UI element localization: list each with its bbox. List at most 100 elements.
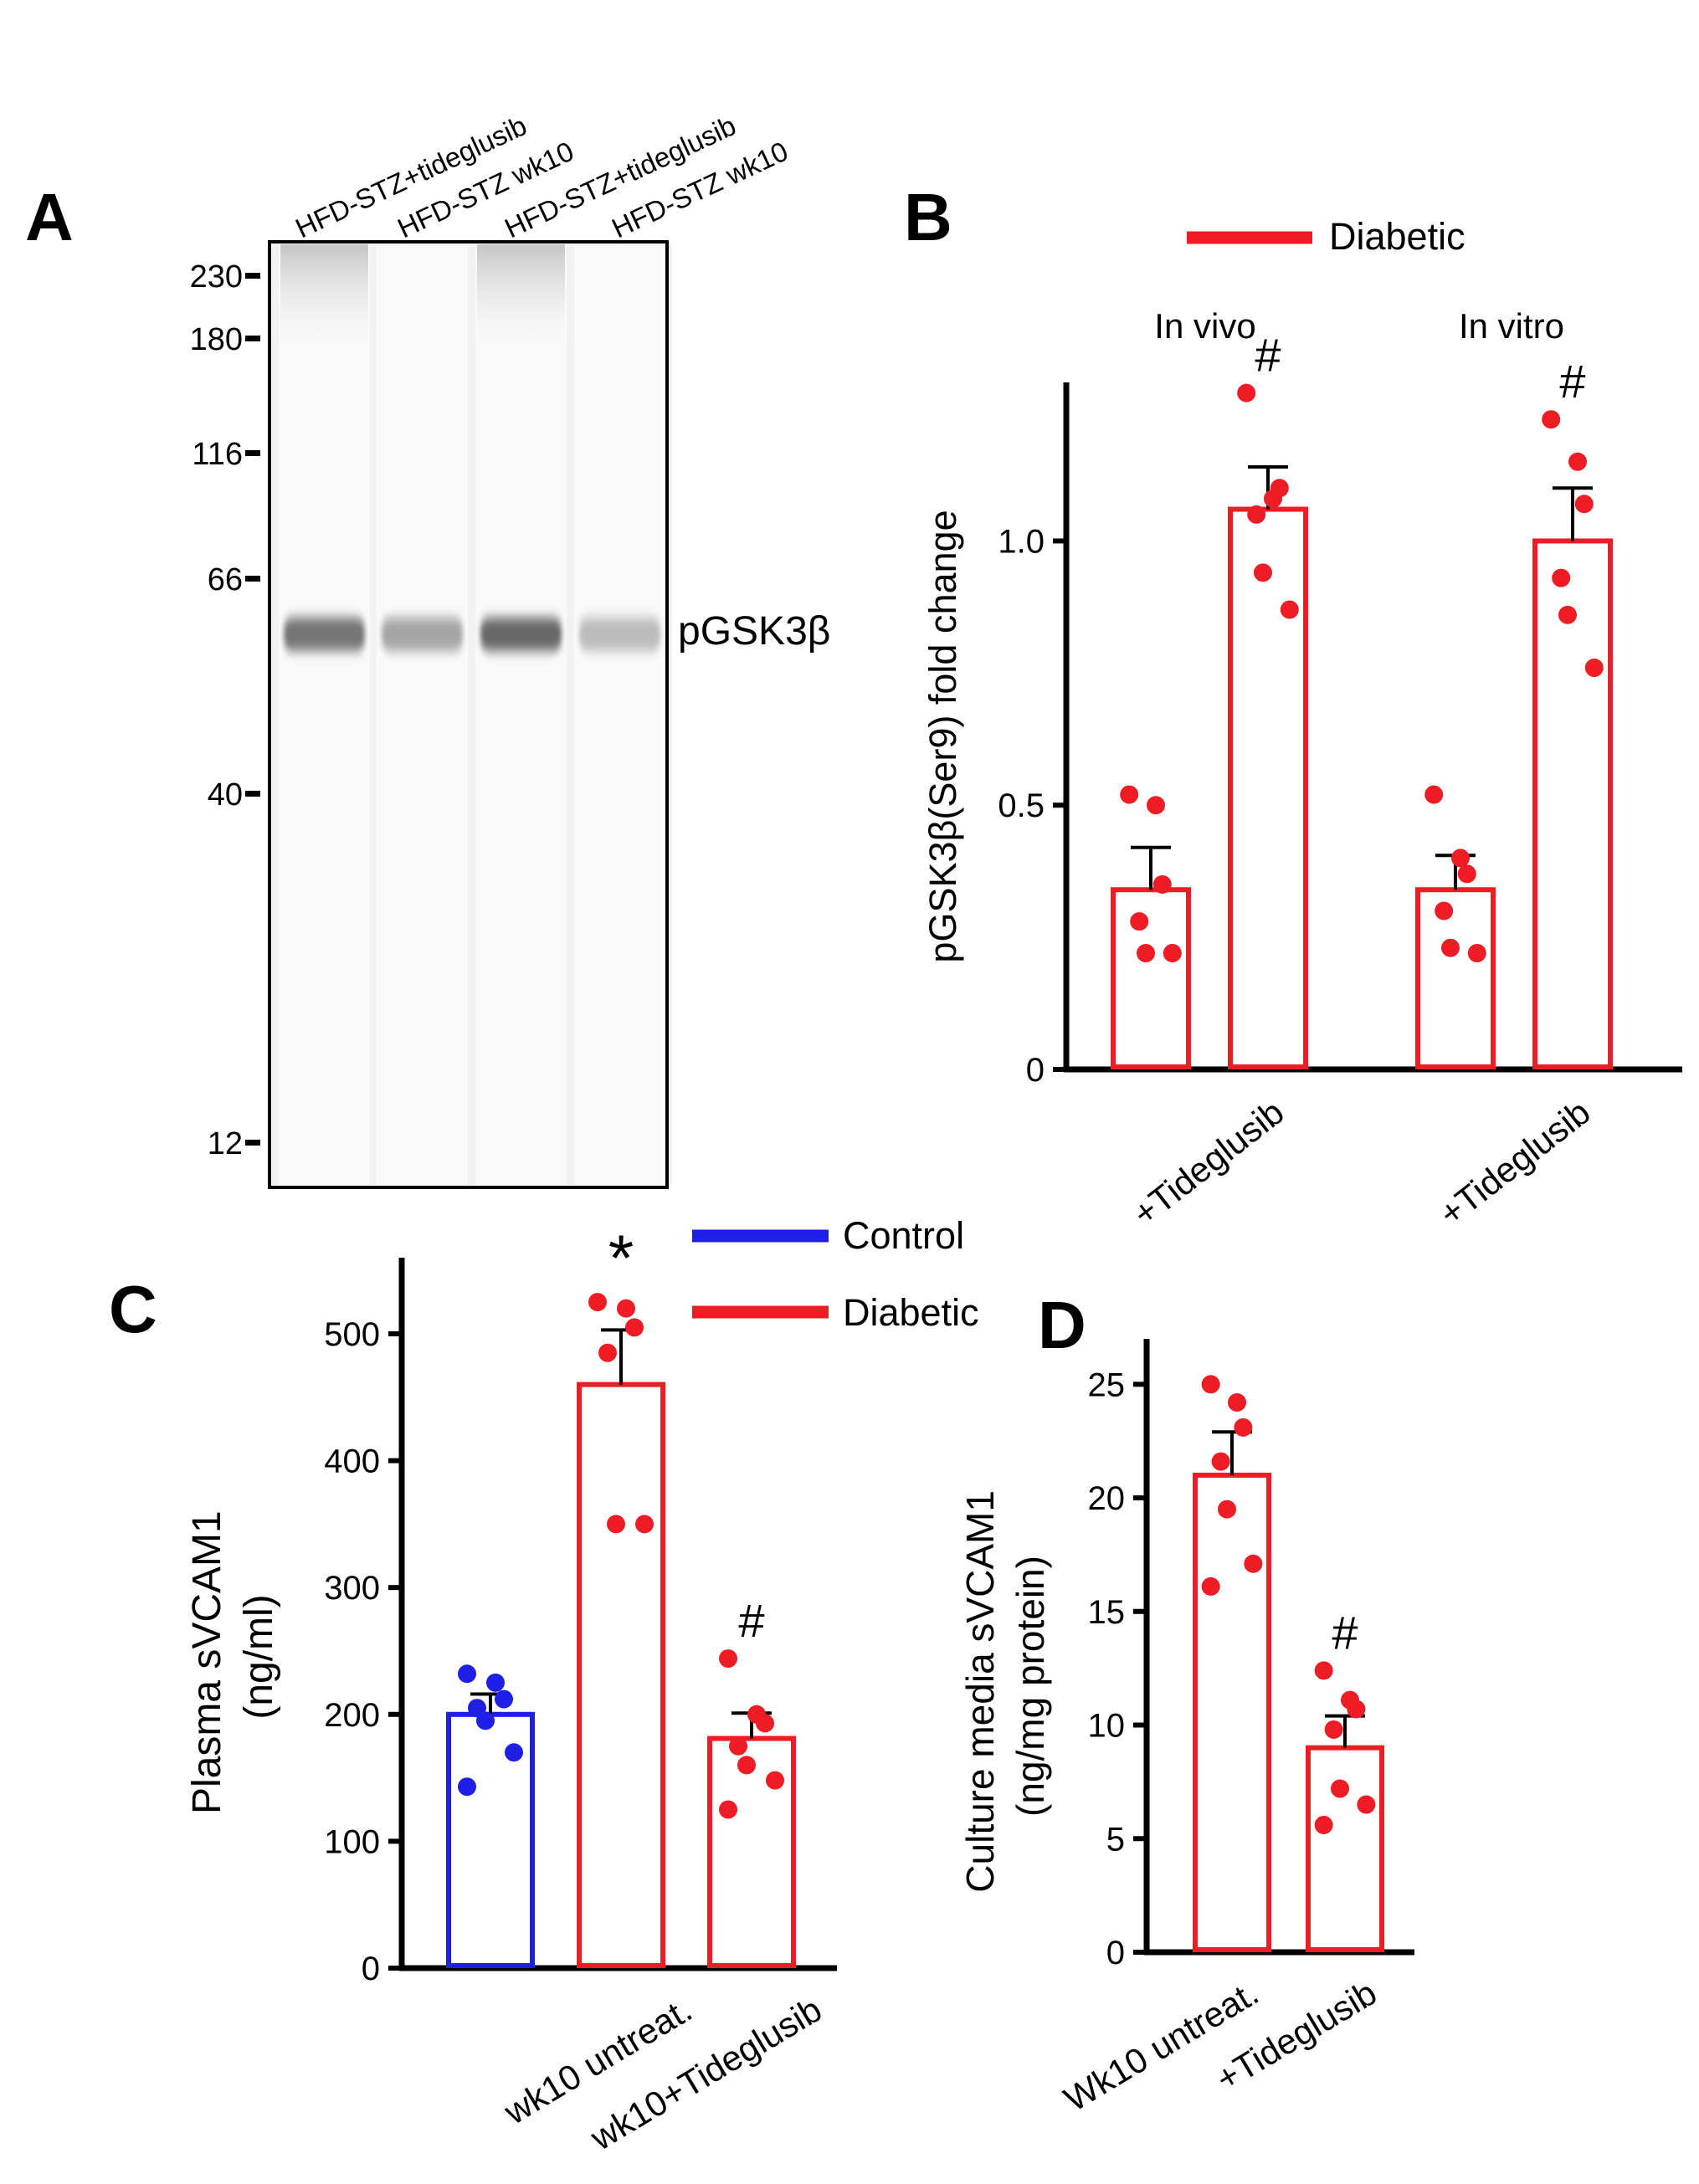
data-point — [495, 1689, 513, 1709]
chart-c-ylabel-line2: (ng/ml) — [237, 1594, 281, 1719]
panel-b-label: B — [904, 180, 952, 254]
data-point — [607, 1515, 625, 1534]
mw-marker-tick — [245, 791, 260, 797]
mw-marker-label: 116 — [192, 437, 243, 472]
data-point — [1331, 1779, 1349, 1798]
mw-marker-tick — [245, 1140, 260, 1146]
data-point — [458, 1777, 476, 1797]
data-point — [766, 1771, 784, 1790]
bar — [1228, 506, 1308, 1069]
y-tick-label: 400 — [324, 1443, 380, 1480]
panel-a-label: A — [25, 180, 74, 254]
mw-marker-tick — [245, 576, 260, 582]
mw-marker-tick — [245, 273, 260, 279]
data-point — [1314, 1815, 1333, 1834]
mw-marker-label: 40 — [208, 777, 243, 813]
mw-marker-tick — [245, 336, 260, 341]
data-point — [1270, 479, 1289, 498]
legend-b-diabetic-label: Diabetic — [1329, 215, 1465, 258]
y-tick-label: 500 — [324, 1316, 380, 1353]
mw-marker-label: 180 — [190, 322, 243, 357]
mw-marker-tick — [245, 450, 260, 456]
data-point — [1152, 874, 1172, 894]
data-point — [1542, 410, 1561, 429]
protein-band-lane-4 — [579, 618, 660, 651]
panel-c-label: C — [109, 1272, 157, 1346]
western-blot-panel: HFD-STZ+tideglusib HFD-STZ wk10 HFD-STZ+… — [190, 110, 831, 1189]
mw-marker-12: 12 — [208, 1126, 260, 1161]
data-point — [1234, 1418, 1253, 1437]
mw-marker-230: 230 — [190, 259, 260, 295]
data-point — [1451, 848, 1470, 868]
data-point — [1347, 1700, 1366, 1719]
data-point — [1228, 1393, 1246, 1412]
mw-marker-40: 40 — [208, 777, 260, 813]
data-point — [1574, 495, 1594, 514]
chart-d-ylabel-line2: (ng/mg protein) — [1009, 1556, 1052, 1817]
y-tick-label: 25 — [1088, 1366, 1126, 1403]
bar — [1111, 887, 1191, 1070]
data-point — [458, 1664, 476, 1684]
chart-c: Control Diabetic Plasma sVCAM1 (ng/ml) w… — [185, 1214, 979, 2158]
bar — [1415, 887, 1496, 1070]
significance-marker: * — [608, 1221, 634, 1295]
data-point — [1120, 785, 1139, 804]
data-point — [1584, 659, 1604, 678]
mw-marker-label: 230 — [190, 259, 243, 295]
data-point — [505, 1743, 523, 1762]
y-tick-label: 1.0 — [998, 523, 1045, 560]
data-point — [1201, 1375, 1220, 1394]
y-tick-label: 300 — [324, 1570, 380, 1607]
chart-b-xlabel-1: +Tideglusib — [1126, 1092, 1291, 1233]
chart-c-ylabel-line1: Plasma sVCAM1 — [185, 1510, 229, 1814]
chart-c-xlabel-2: wk10+Tideglusib — [583, 1989, 829, 2158]
data-point — [486, 1673, 505, 1692]
bar — [1306, 1745, 1384, 1953]
data-point — [1237, 383, 1256, 402]
data-point — [1435, 901, 1454, 920]
protein-band-lane-1 — [284, 618, 365, 651]
y-tick-label: 0 — [1106, 1935, 1125, 1971]
data-point — [1130, 912, 1149, 931]
lane-smears — [280, 244, 565, 361]
y-tick-label: 0 — [362, 1951, 380, 1987]
band-label-greek: β — [808, 609, 831, 654]
chart-b: Diabetic In vivo In vitro pGSK3β(Ser9) f… — [921, 215, 1682, 1233]
chart-b-xlabel-2: +Tideglusib — [1432, 1092, 1598, 1233]
group-label-in-vitro: In vitro — [1459, 306, 1564, 346]
chart-d: Culture media sVCAM1 (ng/mg protein) Wk1… — [958, 1339, 1414, 2119]
y-tick-label: 15 — [1088, 1594, 1126, 1631]
data-point — [598, 1343, 617, 1362]
chart-d-ylabel-line1: Culture media sVCAM1 — [958, 1490, 1002, 1893]
bar — [1532, 538, 1613, 1069]
y-tick-label: 20 — [1088, 1480, 1126, 1517]
significance-marker: # — [1559, 355, 1585, 408]
data-point — [1552, 568, 1571, 587]
data-point — [737, 1756, 756, 1775]
protein-bands — [284, 618, 660, 651]
chart-c-ylabel: Plasma sVCAM1 (ng/ml) — [185, 1500, 281, 1814]
mw-marker-116: 116 — [192, 437, 260, 472]
data-point — [1457, 864, 1476, 884]
mw-marker-label: 12 — [208, 1126, 243, 1161]
data-point — [617, 1299, 635, 1318]
data-point — [719, 1800, 737, 1819]
data-point — [1247, 505, 1266, 524]
data-point — [1558, 605, 1577, 624]
legend-c-control-label: Control — [843, 1214, 964, 1257]
significance-marker: # — [1255, 329, 1281, 382]
y-tick-label: 200 — [324, 1697, 380, 1734]
data-point — [588, 1293, 607, 1312]
lane-smear — [477, 244, 565, 361]
bar — [577, 1382, 665, 1969]
mw-marker-label: 66 — [208, 562, 243, 597]
lane-core — [574, 244, 665, 1185]
data-point — [1254, 563, 1272, 582]
data-point — [476, 1711, 495, 1730]
y-tick-label: 10 — [1088, 1708, 1126, 1745]
chart-b-ylabel: pGSK3β(Ser9) fold change — [921, 510, 964, 962]
bar — [1193, 1472, 1271, 1952]
panel-d-label: D — [1038, 1288, 1086, 1362]
y-tick-label: 0.5 — [998, 787, 1045, 824]
